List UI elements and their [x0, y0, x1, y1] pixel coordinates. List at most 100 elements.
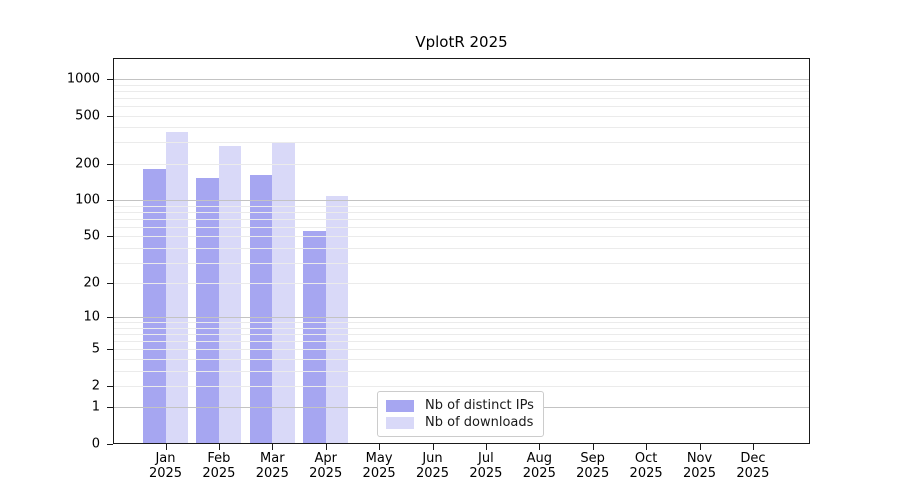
- year-label: 2025: [576, 466, 610, 481]
- gridline-major: [113, 317, 810, 319]
- month-label: Dec: [740, 451, 766, 466]
- x-tick-label: Oct 2025: [606, 451, 686, 481]
- month-label: Sep: [580, 451, 605, 466]
- x-tick: [165, 444, 167, 450]
- year-label: 2025: [682, 466, 717, 481]
- gridline-minor: [113, 370, 810, 372]
- gridline-minor: [113, 349, 810, 351]
- gridline-minor: [113, 385, 810, 387]
- y-tick: [107, 79, 113, 80]
- gridline-minor: [113, 211, 810, 213]
- month-label: Mar: [260, 451, 285, 466]
- x-tick-label: Jun 2025: [393, 451, 473, 481]
- legend-swatch-distinct-ips: [386, 399, 414, 412]
- gridline-minor: [113, 218, 810, 220]
- x-tick-label: Jul 2025: [446, 451, 526, 481]
- gridline-major: [113, 79, 810, 80]
- x-tick: [325, 444, 327, 450]
- chart-title: VplotR 2025: [415, 33, 508, 51]
- month-label: Oct: [634, 451, 658, 466]
- x-tick: [432, 444, 434, 450]
- x-tick: [272, 444, 274, 450]
- month-label: Jan: [155, 451, 176, 466]
- x-tick-label: Apr 2025: [286, 451, 366, 481]
- bar: [272, 142, 295, 444]
- chart-legend: Nb of distinct IPs Nb of downloads: [377, 391, 544, 437]
- gridline-minor: [113, 115, 810, 117]
- legend-label-distinct-ips: Nb of distinct IPs: [425, 398, 534, 413]
- bar: [218, 146, 242, 444]
- y-tick-label: 50: [83, 228, 100, 244]
- bar: [196, 177, 219, 444]
- month-label: Apr: [314, 451, 337, 466]
- gridline-minor: [113, 358, 810, 360]
- year-label: 2025: [148, 466, 183, 481]
- y-tick: [107, 407, 113, 409]
- year-label: 2025: [415, 466, 450, 481]
- legend-item-downloads: Nb of downloads: [386, 415, 535, 430]
- x-tick: [539, 444, 541, 450]
- y-tick-label: 1: [91, 399, 100, 415]
- x-tick-label: Nov 2025: [660, 451, 740, 481]
- y-tick-label: 1000: [66, 71, 100, 87]
- y-tick: [107, 283, 113, 285]
- x-tick: [485, 444, 487, 450]
- legend-label-downloads: Nb of downloads: [425, 415, 534, 430]
- year-label: 2025: [202, 466, 236, 481]
- y-tick: [107, 385, 113, 387]
- gridline-minor: [113, 262, 810, 264]
- gridline-minor: [113, 236, 810, 238]
- month-label: May: [365, 451, 393, 466]
- y-tick-label: 500: [75, 108, 100, 124]
- y-tick: [107, 200, 113, 202]
- x-tick-label: Dec 2025: [713, 451, 793, 481]
- gridline-minor: [113, 334, 810, 336]
- y-tick-label: 0: [91, 436, 100, 452]
- gridline-minor: [113, 341, 810, 343]
- y-tick: [107, 317, 113, 319]
- bar: [165, 132, 188, 444]
- gridline-minor: [113, 283, 810, 285]
- year-label: 2025: [736, 466, 770, 481]
- x-tick: [699, 444, 701, 450]
- month-label: Nov: [686, 451, 713, 466]
- x-tick: [752, 444, 754, 450]
- y-tick: [107, 349, 113, 351]
- x-tick-label: Feb 2025: [179, 451, 259, 481]
- y-tick: [107, 163, 113, 165]
- gridline-minor: [113, 127, 810, 129]
- y-tick-label: 100: [75, 192, 100, 208]
- year-label: 2025: [522, 466, 556, 481]
- month-label: Jun: [422, 451, 443, 466]
- x-tick-label: May 2025: [339, 451, 419, 481]
- bar: [303, 231, 326, 444]
- gridline-minor: [113, 105, 810, 107]
- y-tick-label: 200: [75, 156, 100, 172]
- month-label: Aug: [526, 451, 552, 466]
- gridline-major: [113, 200, 810, 202]
- x-tick: [379, 444, 381, 450]
- x-tick-label: Jan 2025: [126, 451, 206, 481]
- gridline-minor: [113, 84, 810, 86]
- gridline-minor: [113, 226, 810, 228]
- year-label: 2025: [629, 466, 663, 481]
- gridline-minor: [113, 163, 810, 165]
- x-tick: [646, 444, 648, 450]
- gridline-minor: [113, 205, 810, 207]
- bar: [143, 168, 166, 444]
- bar: [249, 174, 273, 444]
- plot-area: [113, 58, 810, 444]
- y-tick: [107, 444, 113, 445]
- year-label: 2025: [362, 466, 396, 481]
- y-tick-label: 5: [91, 341, 100, 357]
- x-tick: [592, 444, 594, 450]
- legend-item-distinct-ips: Nb of distinct IPs: [386, 398, 535, 413]
- legend-swatch-downloads: [386, 416, 414, 429]
- gridline-minor: [113, 327, 810, 329]
- gridline-minor: [113, 142, 810, 144]
- gridline-minor: [113, 247, 810, 249]
- year-label: 2025: [255, 466, 289, 481]
- gridline-minor: [113, 322, 810, 324]
- x-tick-label: Aug 2025: [499, 451, 579, 481]
